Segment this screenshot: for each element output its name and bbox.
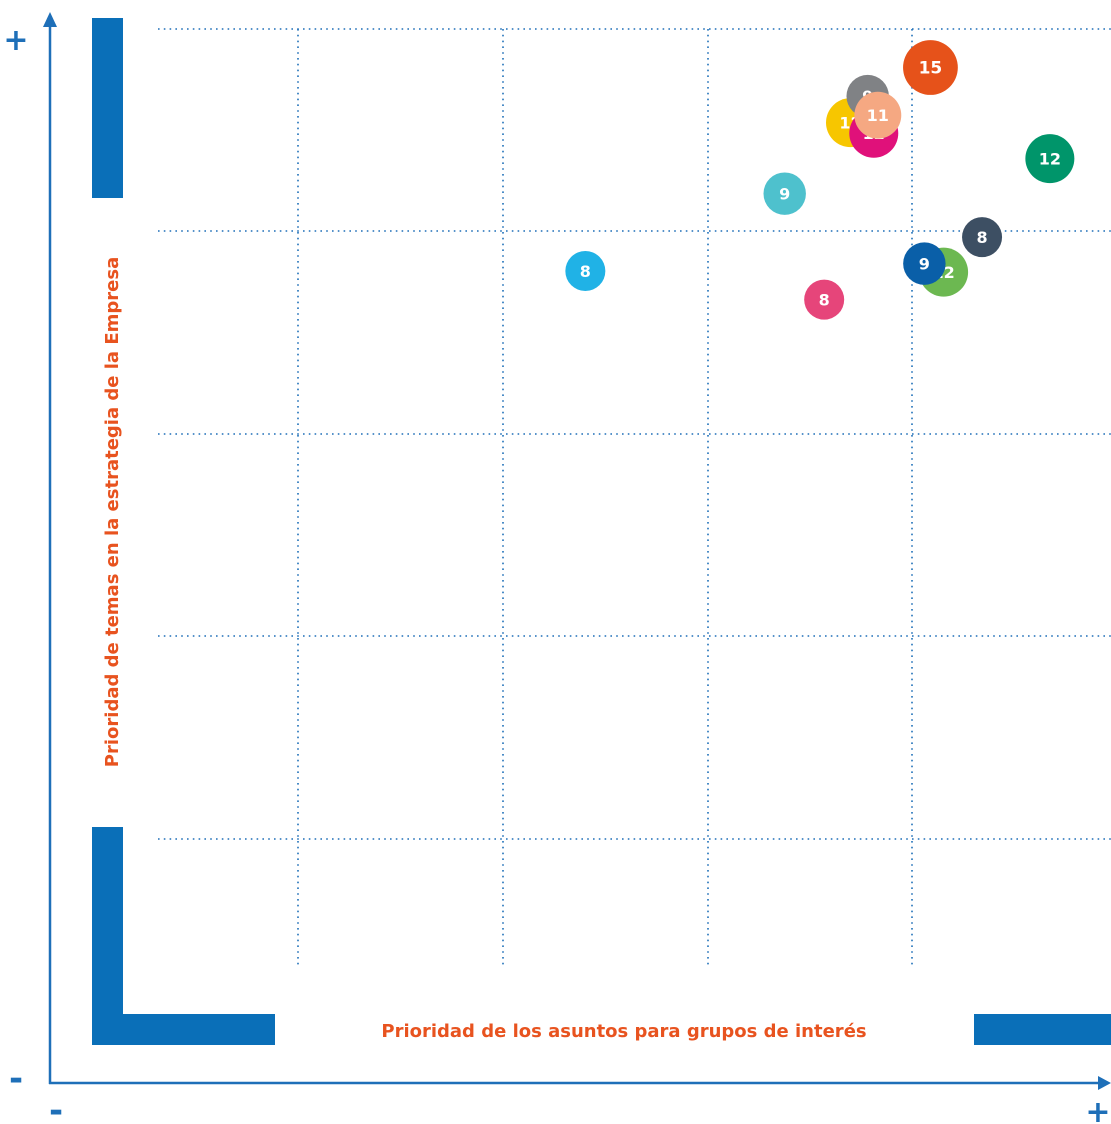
bubble-3: 8	[804, 279, 845, 320]
grid	[158, 28, 1111, 968]
y-axis-min-label: -	[9, 1059, 23, 1099]
bubble-label: 15	[919, 59, 943, 79]
bubble-circle	[1025, 134, 1075, 184]
axes	[43, 12, 1111, 1090]
accent-bar-top	[92, 18, 123, 198]
bubble-circle	[903, 40, 958, 95]
bubble-label: 9	[779, 185, 790, 204]
x-axis-arrow	[1098, 1076, 1111, 1090]
y-axis-max-label: +	[3, 23, 28, 58]
accent-bar-right	[974, 1014, 1111, 1045]
accent-bar-bottom-vertical	[92, 827, 123, 1045]
x-axis-min-label: -	[49, 1091, 63, 1124]
bubble-circle	[565, 251, 606, 292]
bubble-label: 12	[1039, 150, 1061, 169]
bubble-label: 8	[976, 228, 987, 247]
bubble-label: 11	[867, 106, 889, 125]
bubble-10: 9	[903, 242, 946, 285]
y-axis-title: Prioridad de temas en la estrategia de l…	[102, 257, 123, 767]
bubble-circle	[903, 242, 946, 285]
bubble-7: 11	[854, 91, 902, 139]
accent-bars	[92, 18, 1111, 1045]
bubble-12: 12	[1025, 134, 1075, 184]
bubble-11: 8	[962, 217, 1003, 258]
bubble-circle	[854, 91, 902, 139]
bubble-8: 15	[903, 40, 958, 95]
bubble-1: 8	[565, 251, 606, 292]
accent-bar-bottom-horizontal	[92, 1014, 275, 1045]
axis-labels: + - - + Prioridad de los asuntos para gr…	[3, 23, 1110, 1124]
bubble-label: 8	[580, 262, 591, 281]
x-axis-max-label: +	[1085, 1095, 1110, 1124]
data-points: 898121291115129812	[565, 40, 1075, 320]
bubble-circle	[804, 279, 845, 320]
bubble-label: 8	[819, 291, 830, 310]
bubble-label: 9	[919, 255, 930, 274]
y-axis-arrow	[43, 12, 57, 27]
bubble-circle	[962, 217, 1003, 258]
x-axis-title: Prioridad de los asuntos para grupos de …	[381, 1021, 866, 1042]
bubble-circle	[763, 172, 806, 215]
bubble-2: 9	[763, 172, 806, 215]
